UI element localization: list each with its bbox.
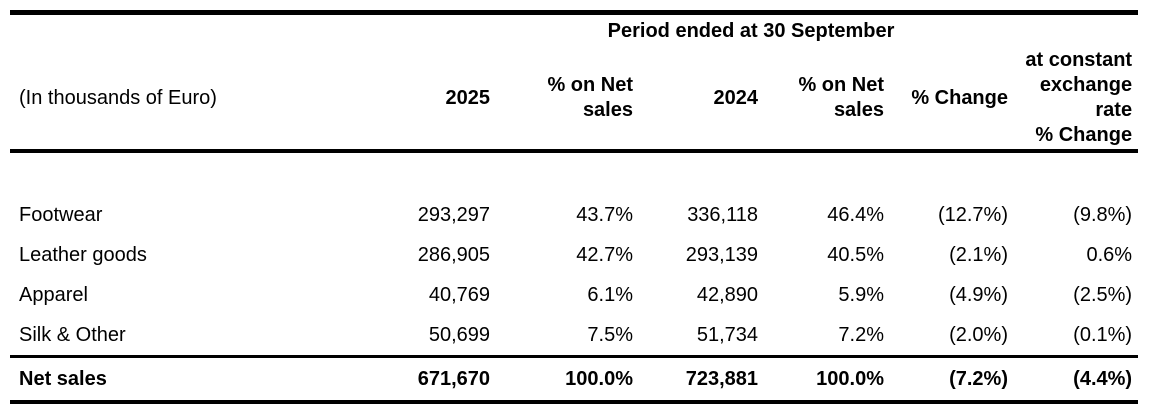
row-apparel: Apparel 40,769 6.1% 42,890 5.9% (4.9%) (… <box>10 275 1138 315</box>
col-header-constant-fx-pct-change: at constant exchange rate % Change <box>1008 47 1139 153</box>
silk-other-label: Silk & Other <box>19 323 126 346</box>
silk-other-pct-2024: 7.2% <box>838 323 884 346</box>
footwear-2025: 293,297 <box>417 203 490 226</box>
apparel-pct-2024: 5.9% <box>838 283 884 306</box>
silk-other-pct-2025: 7.5% <box>587 323 633 346</box>
leather-goods-2024: 293,139 <box>685 243 758 266</box>
col-header-pct-net-sales-2025: % on Net sales <box>490 47 633 153</box>
net-sales-by-category-table: Period ended at 30 September (In thousan… <box>10 10 1139 404</box>
col-header-pct-net-sales-2024: % on Net sales <box>758 47 884 153</box>
apparel-constant-fx-pct-change: (2.5%) <box>1073 283 1133 306</box>
silk-other-2024: 51,734 <box>696 323 758 346</box>
leather-goods-2025: 286,905 <box>417 243 490 266</box>
net-sales-pct-change: (7.2%) <box>884 355 1008 402</box>
column-headers-row: (In thousands of Euro) 2025 % on Net sal… <box>10 47 1139 153</box>
silk-other-constant-fx-pct-change: (0.1%) <box>1073 323 1133 346</box>
footwear-constant-fx-pct-change: (9.8%) <box>1073 203 1133 226</box>
spacer-row <box>10 151 1138 195</box>
row-net-sales-total: Net sales 671,670 100.0% 723,881 100.0% … <box>10 355 1139 402</box>
silk-other-pct-change: (2.0%) <box>949 323 1008 346</box>
footwear-pct-2025: 43.7% <box>576 203 633 226</box>
apparel-2024: 42,890 <box>696 283 758 306</box>
leather-goods-pct-2025: 42.7% <box>576 243 633 266</box>
leather-goods-pct-change: (2.1%) <box>949 243 1008 266</box>
net-sales-constant-fx-pct-change: (4.4%) <box>1008 355 1139 402</box>
row-silk-other: Silk & Other 50,699 7.5% 51,734 7.2% (2.… <box>10 315 1138 357</box>
net-sales-2025: 671,670 <box>370 355 490 402</box>
apparel-2025: 40,769 <box>428 283 490 306</box>
col-header-2024: 2024 <box>633 47 758 153</box>
spacer-cell <box>10 151 1138 195</box>
apparel-label: Apparel <box>19 283 88 306</box>
leather-goods-label: Leather goods <box>19 243 147 266</box>
apparel-pct-2025: 6.1% <box>587 283 633 306</box>
leather-goods-constant-fx-pct-change: 0.6% <box>1086 243 1133 266</box>
net-sales-pct-2025: 100.0% <box>490 355 633 402</box>
net-sales-label: Net sales <box>10 355 370 402</box>
period-header-row: Period ended at 30 September <box>10 13 1138 48</box>
silk-other-2025: 50,699 <box>428 323 490 346</box>
footwear-label: Footwear <box>19 203 103 226</box>
col-header-pct-change: % Change <box>884 47 1008 153</box>
net-sales-2024: 723,881 <box>633 355 758 402</box>
row-footwear: Footwear 293,297 43.7% 336,118 46.4% (12… <box>10 195 1138 235</box>
apparel-pct-change: (4.9%) <box>949 283 1008 306</box>
footwear-pct-change: (12.7%) <box>937 203 1008 226</box>
unit-label: (In thousands of Euro) <box>10 47 370 153</box>
footwear-pct-2024: 46.4% <box>827 203 884 226</box>
period-header-empty-cell <box>10 13 370 48</box>
col-header-2025: 2025 <box>370 47 490 153</box>
row-leather-goods: Leather goods 286,905 42.7% 293,139 40.5… <box>10 235 1138 275</box>
net-sales-pct-2024: 100.0% <box>758 355 884 402</box>
period-header: Period ended at 30 September <box>607 19 895 42</box>
leather-goods-pct-2024: 40.5% <box>827 243 884 266</box>
footwear-2024: 336,118 <box>687 203 758 226</box>
